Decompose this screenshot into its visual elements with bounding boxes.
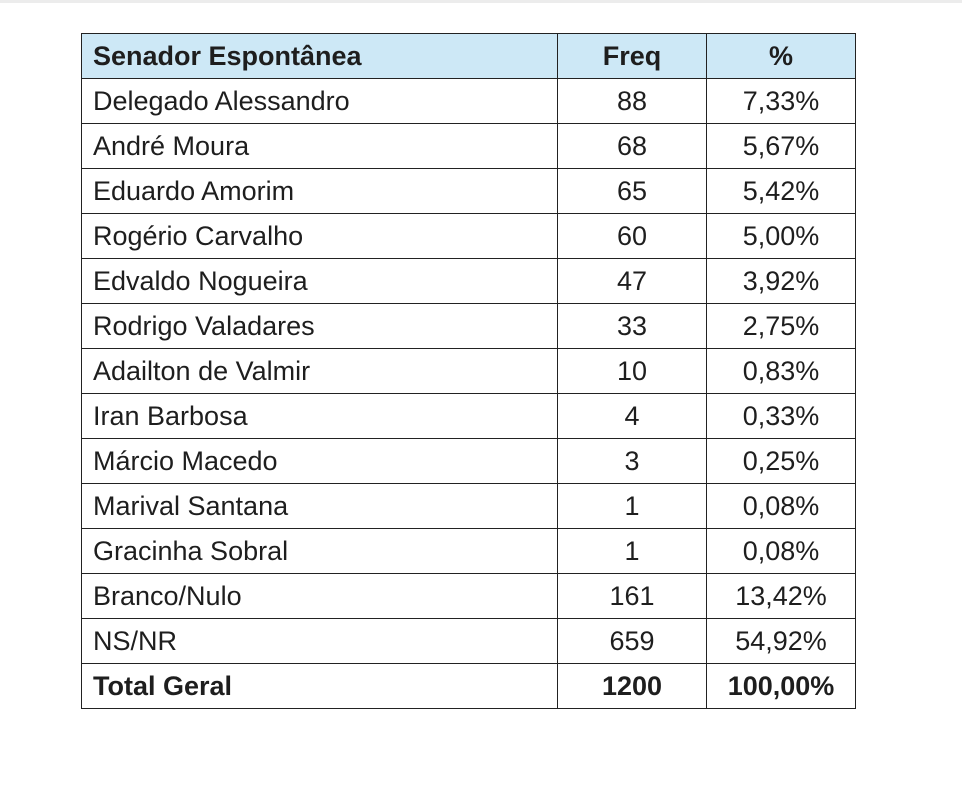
column-header-freq: Freq (557, 33, 707, 79)
table-row: Edvaldo Nogueira 47 3,92% (81, 258, 856, 304)
freq-cell: 47 (557, 258, 707, 304)
candidate-name: Rogério Carvalho (81, 213, 558, 259)
percent-cell: 2,75% (706, 303, 856, 349)
freq-cell: 88 (557, 78, 707, 124)
freq-cell: 161 (557, 573, 707, 619)
column-header-candidate: Senador Espontânea (81, 33, 558, 79)
table-row: Eduardo Amorim 65 5,42% (81, 168, 856, 214)
table-row: Iran Barbosa 4 0,33% (81, 393, 856, 439)
percent-cell: 0,83% (706, 348, 856, 394)
percent-cell: 5,67% (706, 123, 856, 169)
table-row: André Moura 68 5,67% (81, 123, 856, 169)
percent-cell: 0,33% (706, 393, 856, 439)
percent-cell: 0,08% (706, 528, 856, 574)
freq-cell: 4 (557, 393, 707, 439)
candidate-name: Iran Barbosa (81, 393, 558, 439)
percent-cell: 5,00% (706, 213, 856, 259)
senator-survey-table: Senador Espontânea Freq % Delegado Aless… (81, 33, 856, 709)
freq-cell: 10 (557, 348, 707, 394)
total-percent: 100,00% (706, 663, 856, 709)
column-header-percent: % (706, 33, 856, 79)
top-border-strip (0, 0, 962, 3)
candidate-name: Branco/Nulo (81, 573, 558, 619)
table-row: Rogério Carvalho 60 5,00% (81, 213, 856, 259)
candidate-name: Adailton de Valmir (81, 348, 558, 394)
percent-cell: 0,25% (706, 438, 856, 484)
table-row: Adailton de Valmir 10 0,83% (81, 348, 856, 394)
candidate-name: Gracinha Sobral (81, 528, 558, 574)
freq-cell: 1 (557, 483, 707, 529)
candidate-name: Eduardo Amorim (81, 168, 558, 214)
table-row: Delegado Alessandro 88 7,33% (81, 78, 856, 124)
percent-cell: 0,08% (706, 483, 856, 529)
total-row: Total Geral 1200 100,00% (81, 663, 856, 709)
candidate-name: Marival Santana (81, 483, 558, 529)
percent-cell: 54,92% (706, 618, 856, 664)
table-row: Rodrigo Valadares 33 2,75% (81, 303, 856, 349)
table-row: NS/NR 659 54,92% (81, 618, 856, 664)
freq-cell: 3 (557, 438, 707, 484)
candidate-name: NS/NR (81, 618, 558, 664)
freq-cell: 33 (557, 303, 707, 349)
total-freq: 1200 (557, 663, 707, 709)
header-row: Senador Espontânea Freq % (81, 33, 856, 79)
table-row: Márcio Macedo 3 0,25% (81, 438, 856, 484)
freq-cell: 65 (557, 168, 707, 214)
percent-cell: 3,92% (706, 258, 856, 304)
freq-cell: 659 (557, 618, 707, 664)
candidate-name: Delegado Alessandro (81, 78, 558, 124)
candidate-name: Márcio Macedo (81, 438, 558, 484)
candidate-name: Rodrigo Valadares (81, 303, 558, 349)
freq-cell: 1 (557, 528, 707, 574)
table-row: Marival Santana 1 0,08% (81, 483, 856, 529)
percent-cell: 7,33% (706, 78, 856, 124)
freq-cell: 68 (557, 123, 707, 169)
percent-cell: 5,42% (706, 168, 856, 214)
table-row: Gracinha Sobral 1 0,08% (81, 528, 856, 574)
table-row: Branco/Nulo 161 13,42% (81, 573, 856, 619)
freq-cell: 60 (557, 213, 707, 259)
percent-cell: 13,42% (706, 573, 856, 619)
candidate-name: Edvaldo Nogueira (81, 258, 558, 304)
total-label: Total Geral (81, 663, 558, 709)
candidate-name: André Moura (81, 123, 558, 169)
